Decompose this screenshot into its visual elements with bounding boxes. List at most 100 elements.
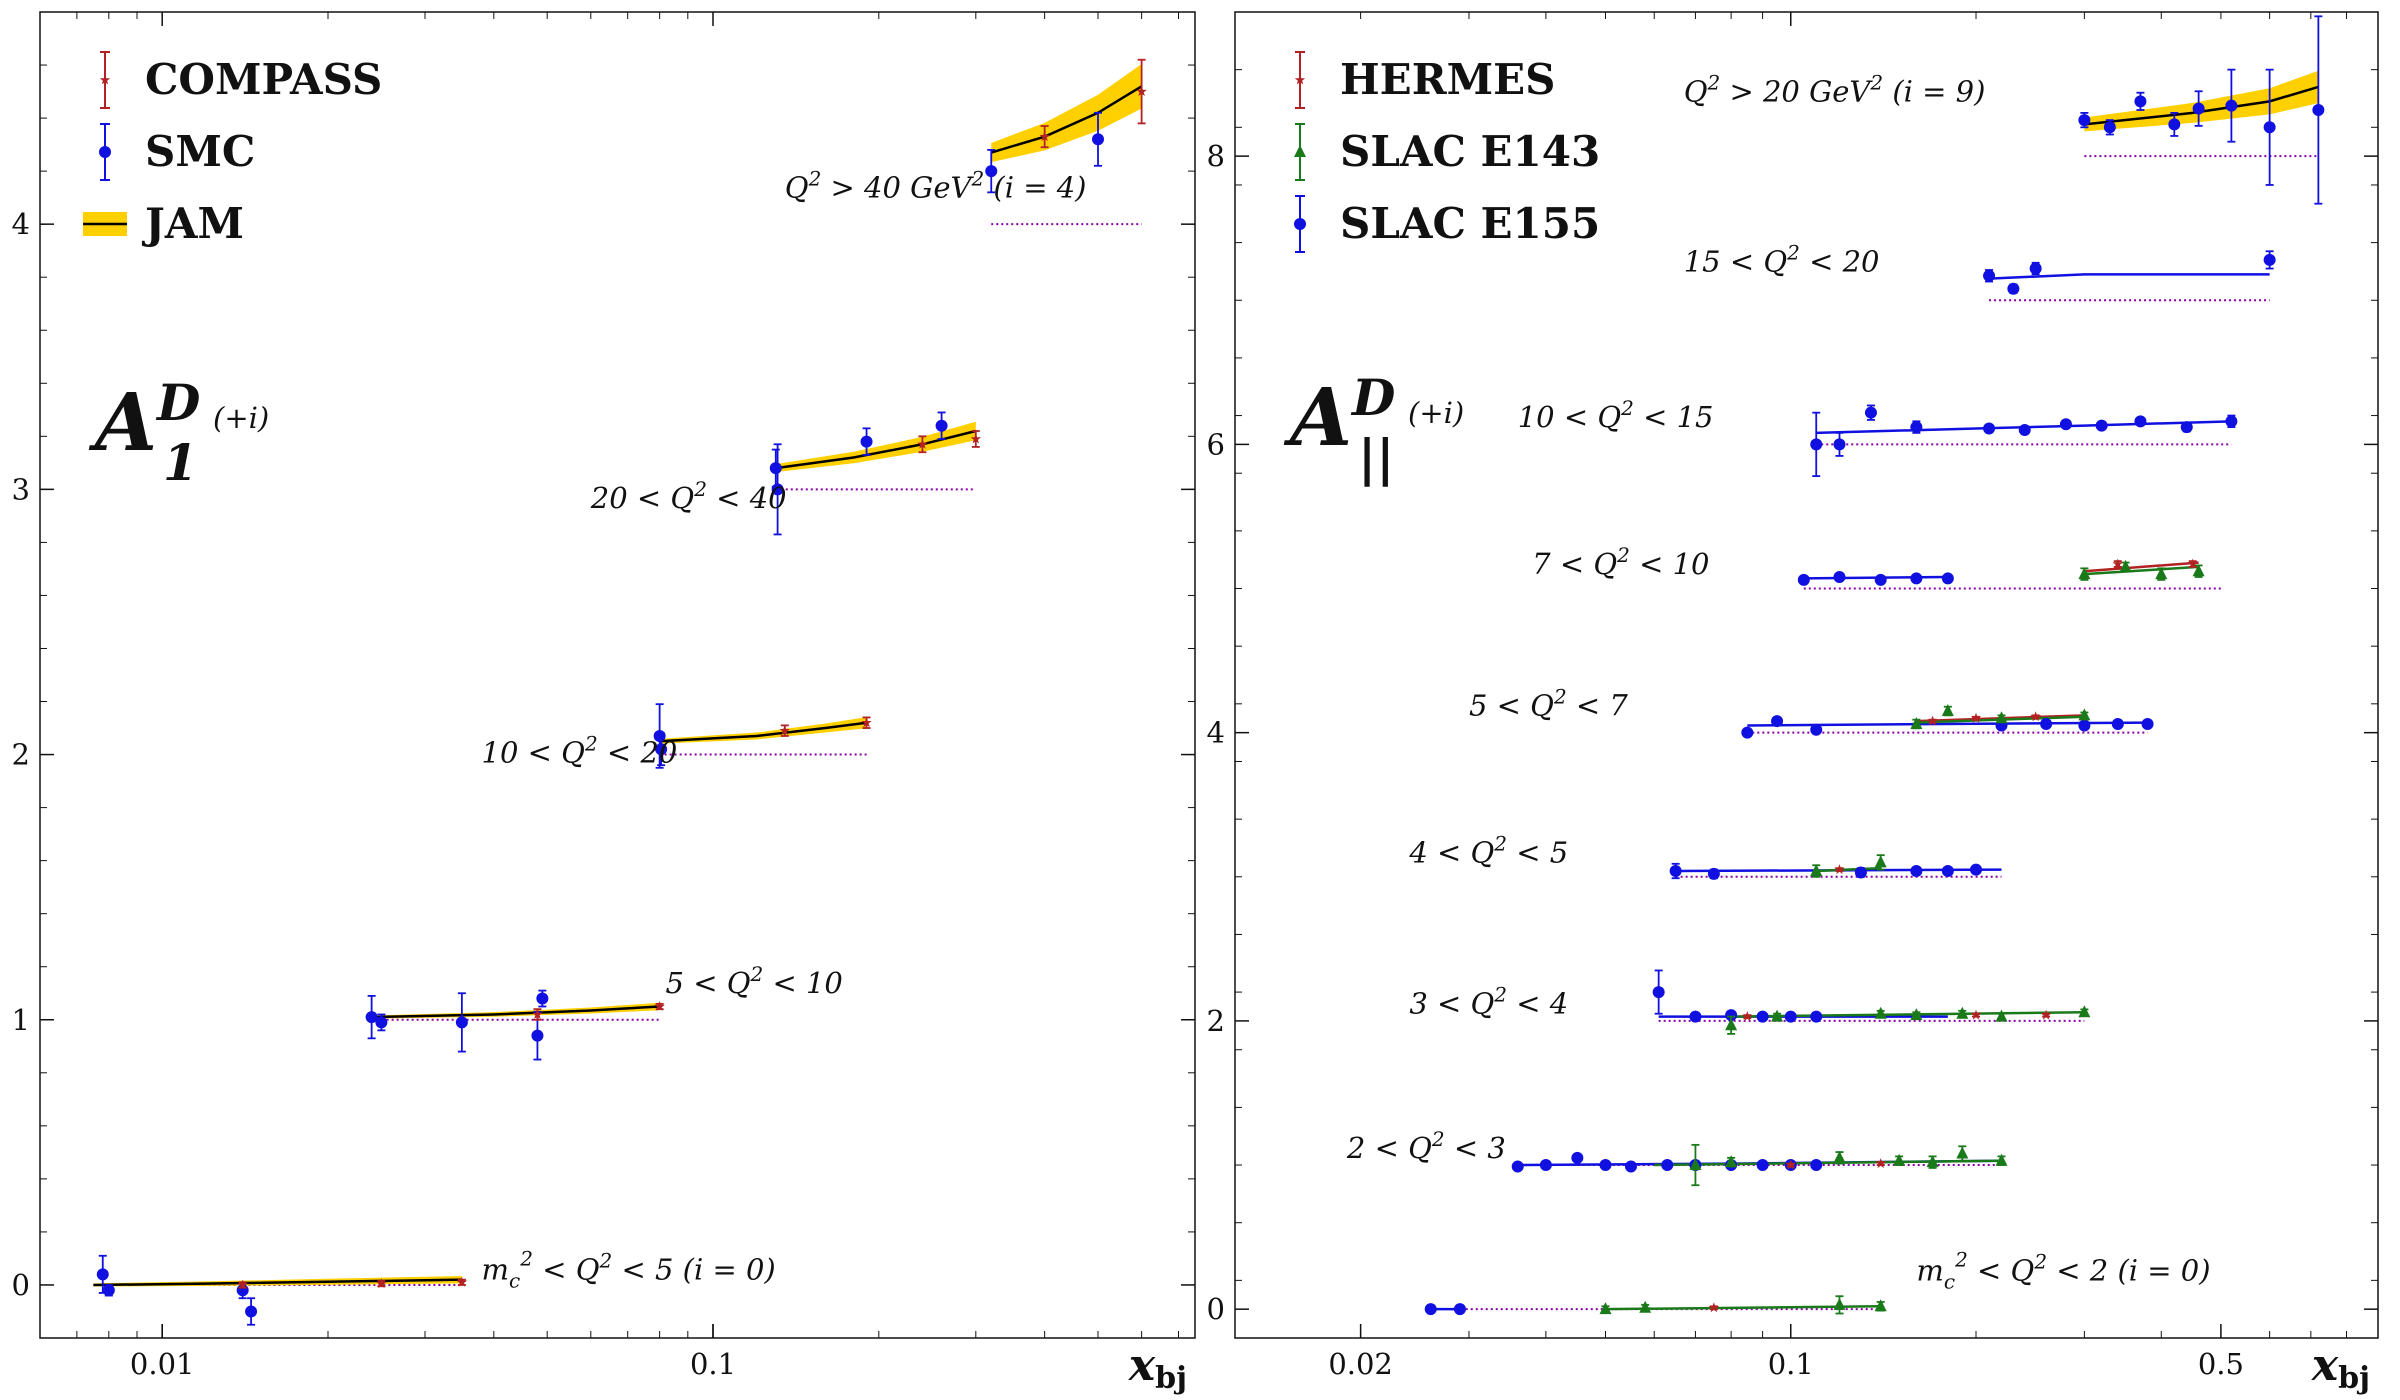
y-tick-label: 8 xyxy=(1207,139,1225,173)
data-point xyxy=(365,1011,378,1024)
bin-label-left: Q2 > 40 GeV2 (i = 4) xyxy=(785,167,1087,205)
data-point xyxy=(532,1009,543,1019)
data-point xyxy=(654,1001,665,1011)
bin-label-right: 3 < Q2 < 4 xyxy=(1409,983,1568,1021)
data-point xyxy=(1941,704,1954,717)
legend-marker xyxy=(99,146,111,158)
data-point xyxy=(456,1276,468,1287)
legend-label: SLAC E143 xyxy=(1340,127,1600,176)
data-point xyxy=(1956,1146,1969,1159)
data-point xyxy=(771,483,784,496)
data-point xyxy=(1785,1159,1796,1170)
legend-label: SLAC E155 xyxy=(1340,199,1600,248)
data-point xyxy=(1970,863,1983,876)
data-point xyxy=(779,725,790,736)
y-tick-label: 6 xyxy=(1207,427,1225,461)
data-point xyxy=(1708,1302,1720,1313)
data-point xyxy=(1995,1009,2008,1022)
bin-label-left: 5 < Q2 < 10 xyxy=(666,962,843,1000)
theory-curve xyxy=(1654,1159,2002,1167)
data-point xyxy=(1854,866,1867,879)
data-point xyxy=(1661,1159,1674,1172)
data-point xyxy=(1669,865,1682,878)
data-point xyxy=(1893,1153,1906,1166)
data-point xyxy=(985,165,998,178)
data-point xyxy=(376,1278,387,1289)
data-point xyxy=(970,433,981,444)
data-point xyxy=(2111,718,2124,731)
data-point xyxy=(1874,1299,1887,1312)
y-tick-label: 4 xyxy=(1207,716,1225,750)
data-point xyxy=(1810,864,1823,877)
legend-label: SMC xyxy=(145,127,255,176)
data-point xyxy=(1599,1159,1612,1172)
data-point xyxy=(2119,559,2132,572)
data-point xyxy=(455,1016,468,1029)
data-point xyxy=(1725,1009,1738,1022)
theory-curve xyxy=(1816,420,2232,435)
data-point xyxy=(1136,86,1147,96)
data-point xyxy=(1810,1159,1823,1172)
jam-curve xyxy=(990,85,1143,154)
data-point xyxy=(1424,1303,1437,1316)
data-point xyxy=(2078,719,2091,732)
jam-curve xyxy=(775,429,977,470)
data-point xyxy=(1756,1010,1769,1023)
data-point xyxy=(1741,726,1754,739)
data-point xyxy=(2134,95,2147,108)
data-point xyxy=(1941,572,1954,585)
data-point xyxy=(2112,558,2124,569)
data-point xyxy=(2263,121,2276,134)
legend-marker xyxy=(1294,218,1306,230)
bin-label-right: 5 < Q2 < 7 xyxy=(1469,684,1628,722)
data-point xyxy=(1956,1006,1969,1019)
x-tick-label: 0.01 xyxy=(130,1347,195,1381)
bin-label-right: Q2 > 20 GeV2 (i = 9) xyxy=(1684,70,1986,108)
data-point xyxy=(1725,1155,1738,1168)
data-point xyxy=(1864,406,1877,419)
data-point xyxy=(861,717,872,728)
data-point xyxy=(1833,1297,1846,1310)
data-point xyxy=(1689,1158,1702,1171)
y-tick-label: 2 xyxy=(12,738,30,772)
legend-marker xyxy=(99,74,111,85)
legend-label: JAM xyxy=(141,199,244,248)
jam-curve xyxy=(659,721,867,743)
data-point xyxy=(1833,1150,1846,1163)
jam-band xyxy=(991,63,1142,163)
data-point xyxy=(1874,573,1887,586)
quantity-sub: 1 xyxy=(163,433,198,492)
data-point xyxy=(2263,253,2276,266)
data-point xyxy=(1624,1160,1637,1173)
jam-band xyxy=(2084,70,2319,132)
data-point xyxy=(1910,421,1923,434)
data-point xyxy=(531,1029,544,1042)
theory-curve xyxy=(1816,866,1881,873)
data-point xyxy=(2095,419,2108,432)
data-point xyxy=(1910,1008,1923,1021)
data-point xyxy=(2192,102,2205,115)
data-point xyxy=(2180,421,2193,434)
x-tick-label: 0.5 xyxy=(2198,1347,2244,1381)
data-point xyxy=(1983,269,1996,282)
data-point xyxy=(245,1305,258,1318)
legend-marker xyxy=(1294,74,1306,85)
bin-label-right: 15 < Q2 < 20 xyxy=(1684,240,1880,278)
plot-frame xyxy=(39,11,1196,1339)
data-point xyxy=(769,462,782,475)
quantity-suffix: (+i) xyxy=(1408,396,1464,430)
data-point xyxy=(2312,104,2325,117)
data-point xyxy=(1039,131,1050,142)
data-point xyxy=(1539,1159,1552,1172)
data-point xyxy=(1453,1303,1466,1316)
data-point xyxy=(1725,1018,1738,1031)
data-point xyxy=(1970,1009,1982,1020)
legend-marker xyxy=(1294,145,1306,157)
theory-curve xyxy=(2084,565,2199,576)
data-point xyxy=(2059,418,2072,431)
data-point xyxy=(375,1016,388,1029)
legend-label: HERMES xyxy=(1340,55,1555,104)
data-point xyxy=(102,1284,115,1297)
data-point xyxy=(935,419,948,432)
right-panel: 0 2 4 6 8 0.02 0.1 0.5 xbj A D|| (+i) HERMES SLAC E14… xyxy=(1207,11,2379,1396)
